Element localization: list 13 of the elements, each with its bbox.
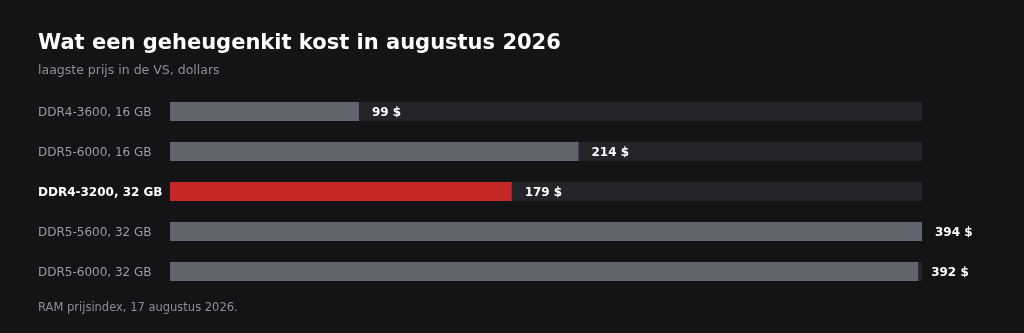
y-tick-label: DDR5-6000, 16 GB bbox=[38, 145, 152, 159]
chart-title: Wat een geheugenkit kost in augustus 2026 bbox=[38, 30, 561, 54]
data-label: 392 $ bbox=[931, 264, 969, 279]
y-tick-label: DDR4-3600, 16 GB bbox=[38, 105, 152, 119]
y-tick-label: DDR5-6000, 32 GB bbox=[38, 265, 152, 279]
data-label: 179 $ bbox=[524, 184, 563, 199]
data-label: 214 $ bbox=[591, 144, 630, 159]
y-tick-label: DDR5-5600, 32 GB bbox=[38, 225, 152, 239]
data-label: 394 $ bbox=[935, 224, 973, 239]
data-label: 99 $ bbox=[371, 104, 402, 119]
chart-subtitle: laagste prijs in de VS, dollars bbox=[38, 62, 220, 77]
y-tick-label: DDR4-3200, 32 GB bbox=[38, 185, 163, 199]
text: RAM prijsindex, 17 augustus 2026. bbox=[38, 300, 238, 314]
